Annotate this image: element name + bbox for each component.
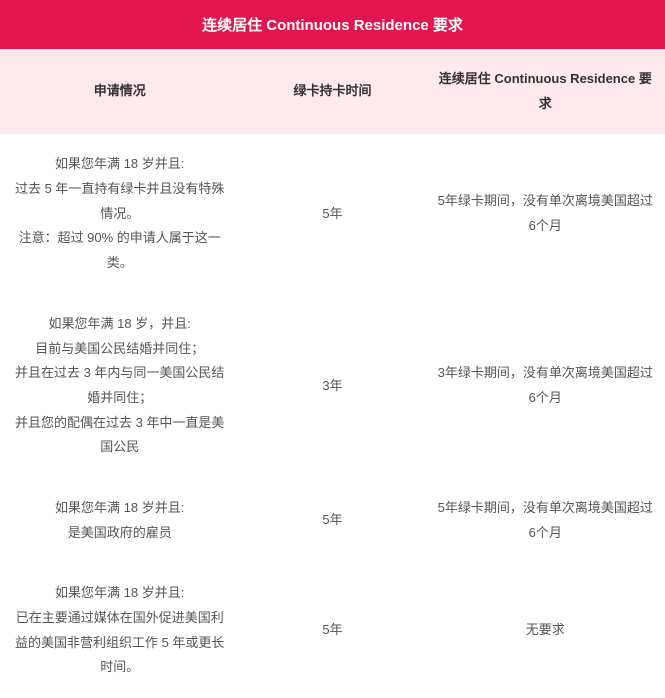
table-row: 如果您年满 18 岁并且:已在主要通过媒体在国外促进美国利益的美国非营利组织工作… (0, 563, 665, 698)
table-title: 连续居住 Continuous Residence 要求 (0, 0, 665, 49)
cell-requirement: 3年绿卡期间，没有单次离境美国超过6个月 (426, 294, 665, 478)
cell-requirement: 无要求 (426, 563, 665, 698)
cell-situation: 如果您年满 18 岁并且:已在主要通过媒体在国外促进美国利益的美国非营利组织工作… (0, 563, 239, 698)
cell-situation: 如果您年满 18 岁并且:是美国政府的雇员 (0, 478, 239, 563)
cell-duration: 5年 (239, 134, 425, 293)
col-header-duration: 绿卡持卡时间 (239, 49, 425, 134)
cell-duration: 5年 (239, 478, 425, 563)
cell-duration: 5年 (239, 563, 425, 698)
residence-table: 申请情况 绿卡持卡时间 连续居住 Continuous Residence 要求… (0, 49, 665, 698)
cell-duration: 3年 (239, 294, 425, 478)
cell-requirement: 5年绿卡期间，没有单次离境美国超过6个月 (426, 478, 665, 563)
cell-situation: 如果您年满 18 岁，并且:目前与美国公民结婚并同住；并且在过去 3 年内与同一… (0, 294, 239, 478)
table-body: 如果您年满 18 岁并且:过去 5 年一直持有绿卡并且没有特殊情况。注意：超过 … (0, 134, 665, 698)
residence-table-container: 连续居住 Continuous Residence 要求 申请情况 绿卡持卡时间… (0, 0, 665, 698)
cell-requirement: 5年绿卡期间，没有单次离境美国超过6个月 (426, 134, 665, 293)
col-header-situation: 申请情况 (0, 49, 239, 134)
table-row: 如果您年满 18 岁，并且:目前与美国公民结婚并同住；并且在过去 3 年内与同一… (0, 294, 665, 478)
table-header-row: 申请情况 绿卡持卡时间 连续居住 Continuous Residence 要求 (0, 49, 665, 134)
table-row: 如果您年满 18 岁并且:过去 5 年一直持有绿卡并且没有特殊情况。注意：超过 … (0, 134, 665, 293)
col-header-requirement: 连续居住 Continuous Residence 要求 (426, 49, 665, 134)
table-row: 如果您年满 18 岁并且:是美国政府的雇员 5年 5年绿卡期间，没有单次离境美国… (0, 478, 665, 563)
cell-situation: 如果您年满 18 岁并且:过去 5 年一直持有绿卡并且没有特殊情况。注意：超过 … (0, 134, 239, 293)
